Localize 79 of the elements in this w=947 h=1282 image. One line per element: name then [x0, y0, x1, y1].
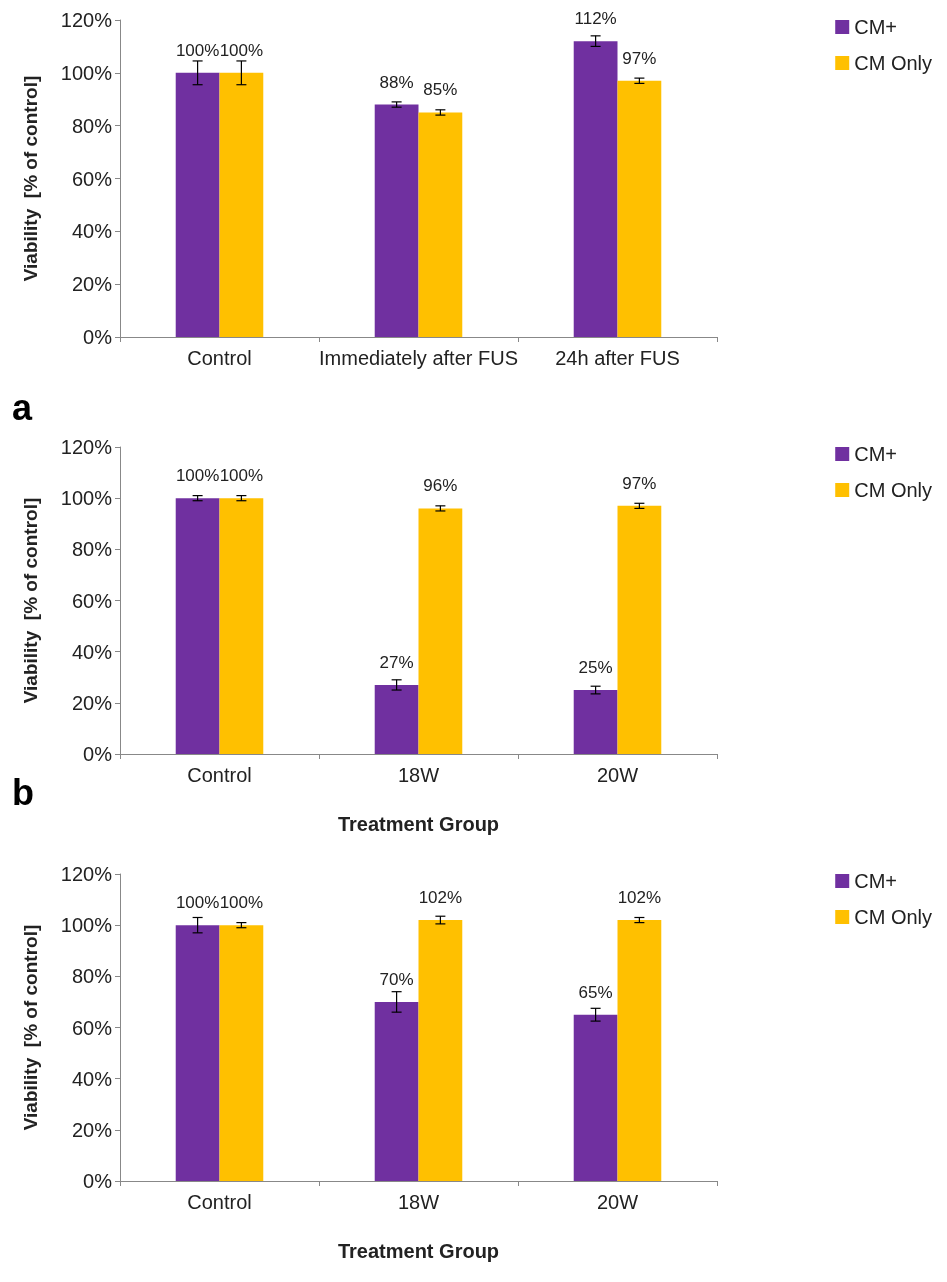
- x-axis-title: Treatment Group: [337, 813, 500, 835]
- data-label: 100%: [175, 466, 220, 486]
- y-tick-label: 0%: [83, 326, 113, 348]
- bar: [374, 1001, 419, 1181]
- bar: [617, 920, 662, 1181]
- bar: [573, 690, 618, 754]
- bar: [175, 498, 220, 754]
- y-tick-label: 120%: [60, 863, 113, 885]
- data-label: 97%: [622, 473, 657, 493]
- bar: [374, 104, 419, 337]
- y-tick-label: 120%: [60, 436, 113, 458]
- text: a: [12, 386, 33, 428]
- y-tick-label: 20%: [71, 273, 113, 296]
- bar: [219, 72, 264, 337]
- y-tick-label: 100%: [60, 487, 113, 510]
- y-tick-label: 0%: [83, 1170, 113, 1192]
- text: b: [12, 771, 34, 813]
- data-label: 27%: [379, 652, 414, 672]
- data-label: 102%: [617, 888, 662, 908]
- x-tick-label: 20W: [596, 1191, 639, 1213]
- bar: [418, 920, 463, 1181]
- y-tick-label: 60%: [71, 589, 113, 612]
- data-label: 65%: [578, 982, 613, 1002]
- bar: [573, 41, 618, 337]
- y-tick-label: 20%: [71, 1118, 113, 1141]
- legend-label: CM Only: [854, 479, 933, 501]
- y-tick-label: 60%: [71, 167, 113, 190]
- bar: [418, 112, 463, 337]
- x-tick-label: Control: [187, 1191, 252, 1213]
- legend-label: CM Only: [854, 52, 933, 74]
- bar: [219, 498, 264, 754]
- bar: [617, 80, 662, 337]
- x-axis-title: Treatment Group: [337, 1240, 500, 1262]
- data-label: 100%: [219, 893, 264, 913]
- data-label: 96%: [423, 476, 458, 496]
- bar: [617, 505, 662, 754]
- bar: [374, 684, 419, 754]
- y-tick-label: 80%: [71, 965, 113, 988]
- legend-label: CM+: [854, 443, 898, 465]
- data-label: 112%: [574, 9, 617, 29]
- y-tick-label: 40%: [71, 640, 113, 663]
- data-label: 97%: [622, 48, 657, 68]
- y-tick-label: 40%: [71, 1067, 113, 1090]
- x-tick-label: 20W: [596, 764, 639, 786]
- y-axis-title: Viability [% of control]: [20, 75, 41, 282]
- data-label: 100%: [175, 893, 220, 913]
- x-tick-label: Control: [187, 347, 252, 369]
- legend-label: CM+: [854, 16, 898, 38]
- y-tick-label: 80%: [71, 538, 113, 561]
- bar: [219, 925, 264, 1181]
- y-tick-label: 80%: [71, 114, 113, 137]
- x-tick-label: 18W: [397, 1191, 440, 1213]
- x-tick-label: Immediately after FUS: [319, 347, 518, 369]
- y-tick-label: 100%: [60, 914, 113, 937]
- y-tick-label: 20%: [71, 691, 113, 714]
- data-label: 88%: [379, 72, 414, 92]
- y-axis-title: Viability [% of control]: [20, 497, 41, 704]
- legend-label: CM+: [854, 870, 898, 892]
- data-label: 102%: [418, 888, 463, 908]
- bar: [573, 1014, 618, 1181]
- legend-label: CM Only: [854, 906, 933, 928]
- y-tick-label: 100%: [60, 61, 113, 84]
- x-tick-label: 18W: [397, 764, 440, 786]
- bar: [418, 508, 463, 754]
- y-tick-label: 60%: [71, 1016, 113, 1039]
- data-label: 70%: [379, 969, 414, 989]
- data-label: 100%: [219, 466, 264, 486]
- data-label: 100%: [219, 40, 264, 60]
- bar: [175, 72, 220, 337]
- data-label: 25%: [578, 658, 613, 678]
- data-label: 100%: [175, 40, 220, 60]
- x-tick-label: Control: [187, 764, 252, 786]
- y-tick-label: 0%: [83, 743, 113, 765]
- x-tick-label: 24h after FUS: [555, 347, 680, 369]
- y-tick-label: 120%: [60, 9, 113, 31]
- y-tick-label: 40%: [71, 220, 113, 243]
- bar: [175, 925, 220, 1181]
- data-label: 85%: [423, 80, 458, 100]
- y-axis-title: Viability [% of control]: [20, 924, 41, 1131]
